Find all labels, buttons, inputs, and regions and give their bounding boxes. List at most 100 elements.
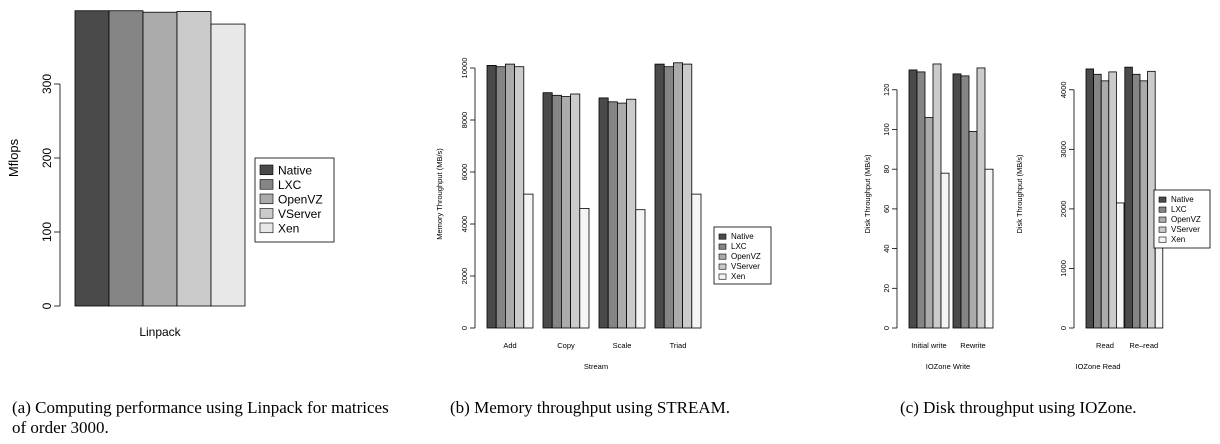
bar-vserver-1 [1108, 71, 1117, 329]
bar-openvz-2 [1139, 80, 1148, 329]
y-tick-label: 10000 [460, 58, 469, 79]
legend-label-native: Native [731, 232, 754, 241]
bar-openvz-1 [924, 117, 934, 329]
bar-xen-3 [635, 209, 646, 329]
y-tick-label: 2000 [1059, 201, 1068, 218]
legend-label-native: Native [278, 163, 312, 177]
bar-native-2 [952, 73, 962, 329]
bar-vserver-1 [514, 66, 525, 329]
legend-swatch-vserver [718, 263, 727, 270]
category-label: Read [1096, 341, 1114, 350]
legend-swatch-vserver [259, 208, 274, 219]
caption-c: (c) Disk throughput using IOZone. [900, 398, 1137, 417]
y-tick-label: 2000 [460, 268, 469, 285]
legend-swatch-native [259, 164, 274, 176]
category-label: Re–read [1129, 341, 1158, 350]
chart-2: 0 2000 4000 6000 8000 10000 Memory Throughput … [435, 58, 772, 371]
y-axis-label: Disk Throughput (MB/s) [863, 154, 872, 234]
legend-label-xen: Xen [731, 272, 745, 281]
bar-xen-1 [1116, 202, 1125, 329]
bar-lxc-2 [960, 75, 970, 329]
legend-swatch-xen [1158, 236, 1167, 243]
legend-swatch-xen [259, 222, 274, 234]
legend-label-xen: Xen [1171, 235, 1185, 244]
legend-swatch-xen [718, 273, 727, 280]
bar-lxc-2 [551, 94, 562, 329]
bar-openvz-4 [673, 62, 684, 329]
legend-label-native: Native [1171, 195, 1194, 204]
bar-native-1 [1085, 68, 1094, 329]
bar-lxc-1 [916, 71, 926, 329]
bar-openvz-1 [1100, 80, 1110, 329]
bar-lxc-1 [108, 10, 144, 307]
y-tick-label: 0 [1059, 326, 1068, 330]
category-label: Linpack [139, 325, 181, 339]
y-tick-label: 3000 [1059, 141, 1068, 158]
bar-openvz-2 [561, 96, 572, 329]
y-tick-label: 4000 [460, 216, 469, 233]
legend-label-xen: Xen [278, 221, 299, 235]
y-tick-label: 120 [882, 84, 891, 97]
bar-native-1 [486, 65, 497, 329]
legend-swatch-lxc [718, 243, 727, 250]
y-tick-label: 4000 [1059, 81, 1068, 98]
bar-xen-2 [984, 168, 994, 329]
bar-xen-4 [691, 193, 702, 329]
category-label: Initial write [911, 341, 946, 350]
legend-label-openvz: OpenVZ [1171, 215, 1201, 224]
bar-native-2 [1124, 66, 1133, 329]
chart-1: 0 100 200 300 Mflops Linpack NativeLXCOpenVZVS… [6, 10, 335, 339]
legend-swatch-openvz [1158, 216, 1167, 223]
legend-label-openvz: OpenVZ [731, 252, 761, 261]
x-axis-label: Stream [584, 362, 608, 371]
bar-lxc-2 [1132, 73, 1141, 329]
bar-lxc-3 [607, 101, 618, 329]
bar-vserver-2 [976, 67, 986, 329]
y-tick-label: 80 [882, 165, 891, 173]
bar-vserver-1 [932, 63, 942, 329]
category-label: Scale [613, 341, 632, 350]
category-label: Copy [557, 341, 575, 350]
y-axis-label: Disk Throughput (MB/s) [1015, 154, 1024, 234]
y-tick-label: 200 [40, 148, 54, 168]
y-axis-label: Mflops [6, 138, 21, 177]
y-tick-label: 40 [882, 244, 891, 252]
category-label: Rewrite [960, 341, 985, 350]
bar-vserver-4 [682, 63, 693, 329]
bar-native-1 [74, 10, 110, 307]
bar-openvz-2 [968, 131, 978, 329]
chart-3: 0 20 40 60 80 100 120 Disk Throughput (MB/s) Ini… [863, 63, 994, 371]
bar-openvz-3 [617, 102, 628, 329]
bar-xen-2 [579, 207, 590, 329]
caption-b: (b) Memory throughput using STREAM. [450, 398, 731, 417]
category-label: Add [503, 341, 516, 350]
y-tick-label: 6000 [460, 164, 469, 181]
bar-xen-1 [940, 172, 950, 329]
bar-openvz-1 [504, 63, 515, 329]
category-label: Triad [670, 341, 687, 350]
y-tick-label: 0 [882, 326, 891, 330]
caption-a: (a) Computing performance using Linpack … [12, 398, 389, 437]
bar-native-1 [908, 69, 918, 329]
y-tick-label: 60 [882, 205, 891, 213]
bar-lxc-1 [1093, 73, 1102, 329]
bar-xen-1 [210, 23, 246, 307]
legend-swatch-openvz [718, 253, 727, 260]
x-axis-label: IOZone Read [1075, 362, 1120, 371]
y-tick-label: 1000 [1059, 260, 1068, 277]
y-tick-label: 100 [40, 222, 54, 242]
x-axis-label: IOZone Write [926, 362, 970, 371]
y-axis-label: Memory Throughput (MB/s) [435, 148, 444, 240]
legend-swatch-vserver [1158, 226, 1167, 233]
legend-label-lxc: LXC [731, 242, 747, 251]
legend-label-vserver: VServer [278, 207, 321, 221]
bar-native-3 [598, 97, 609, 329]
bar-xen-1 [523, 193, 534, 329]
bar-vserver-1 [176, 11, 212, 307]
y-tick-label: 20 [882, 284, 891, 292]
y-tick-label: 0 [40, 302, 54, 309]
bar-vserver-3 [626, 98, 637, 329]
legend-swatch-native [1158, 196, 1167, 203]
